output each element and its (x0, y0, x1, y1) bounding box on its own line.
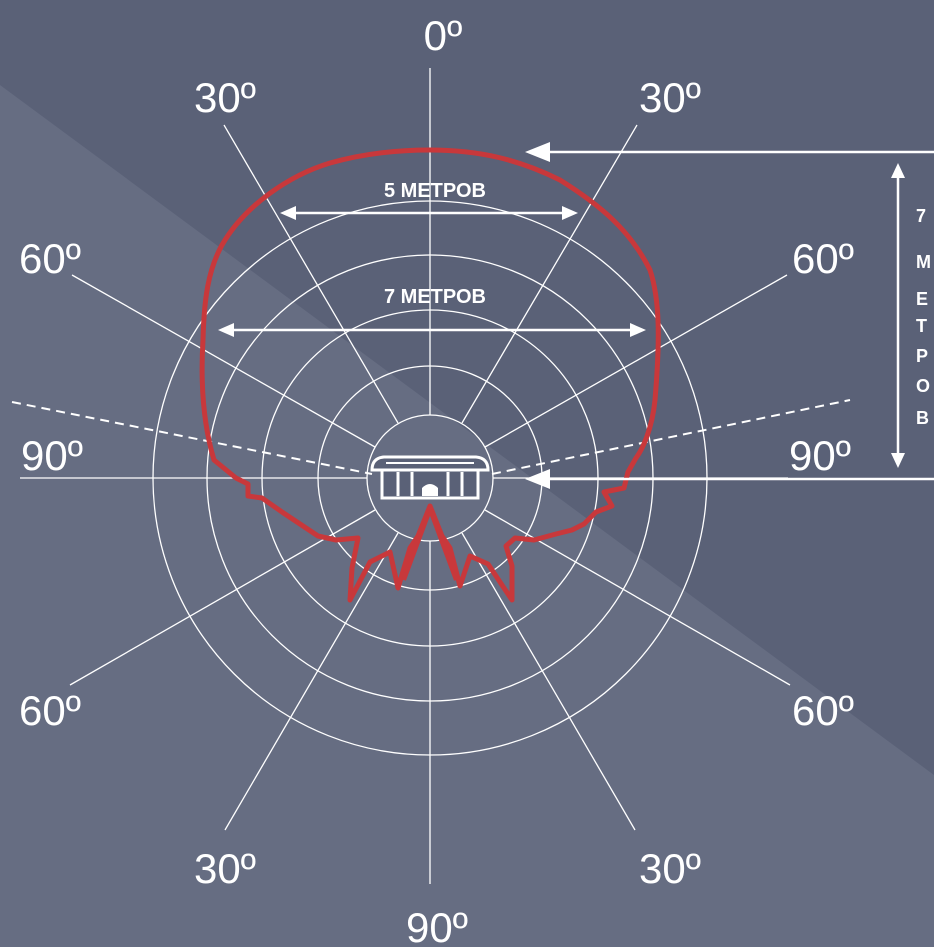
angle-label-left-90: 90º (21, 432, 83, 479)
angle-label-lower-right-30: 30º (639, 845, 701, 892)
range-label-letter: Т (916, 316, 927, 336)
dashed-line-right (491, 399, 851, 475)
ray-upper-right-60 (484, 274, 788, 448)
range-label-letter: В (916, 408, 929, 428)
range-label-letter: Р (916, 346, 928, 366)
range-label-number: 7 (916, 206, 926, 226)
angle-label-upper-right-30: 30º (639, 74, 701, 121)
range-vertical-arrow (891, 163, 905, 468)
range-label-letter: О (916, 376, 930, 396)
angle-label-lower-left-60: 60º (19, 687, 81, 734)
angle-label-right-90: 90º (789, 432, 851, 479)
width-label-7m: 7 МЕТРОВ (384, 286, 486, 308)
motion-sensor-icon (370, 455, 490, 500)
angle-label-upper-right-60: 60º (792, 235, 854, 282)
range-pointer-top (525, 142, 934, 162)
range-pointer-bottom (525, 469, 934, 489)
width-arrow-7m (218, 323, 646, 337)
coverage-lobe-inner-left (402, 509, 432, 581)
angle-label-lower-left-30: 30º (194, 845, 256, 892)
width-arrow-5m (280, 206, 578, 220)
angle-label-lower-right-60: 60º (792, 687, 854, 734)
range-label-letter: Е (916, 289, 928, 309)
ray-upper-left-60 (71, 274, 376, 448)
ray-upper-left-30 (223, 124, 399, 424)
coverage-lobe-inner-right (428, 509, 458, 581)
range-label-letter: М (916, 252, 931, 272)
angle-label-upper-left-30: 30º (194, 74, 256, 121)
angle-label-bottom: 90º (406, 904, 468, 947)
ray-lower-right-30 (461, 532, 636, 831)
angle-label-top: 0º (424, 12, 463, 59)
dashed-line-left (11, 401, 373, 475)
ray-lower-left-30 (224, 532, 399, 831)
ray-upper-right-30 (461, 124, 638, 424)
width-label-5m: 5 МЕТРОВ (384, 180, 486, 202)
background-light-region (0, 85, 934, 947)
angle-label-upper-left-60: 60º (19, 235, 81, 282)
